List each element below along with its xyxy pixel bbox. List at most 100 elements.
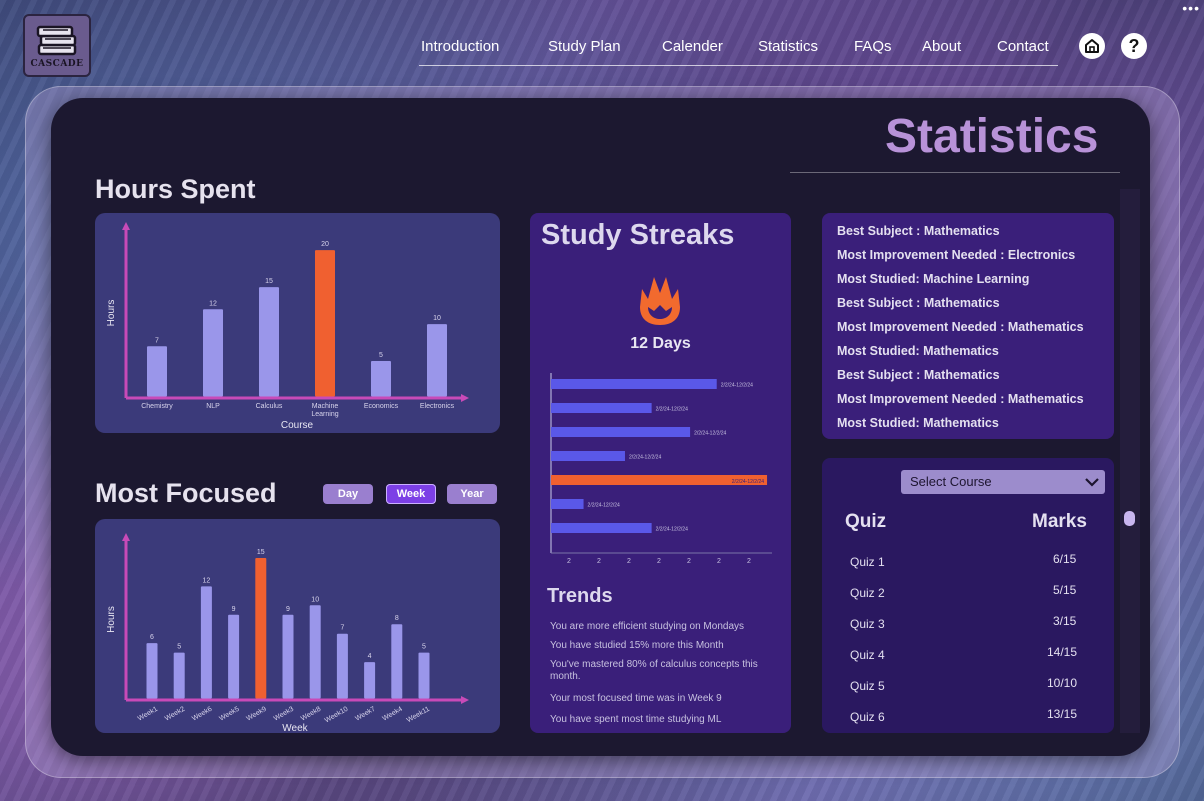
bar: [282, 614, 294, 699]
data-label: 15: [265, 278, 273, 285]
day-button[interactable]: Day: [323, 484, 373, 504]
tick-label: Week7: [354, 706, 376, 723]
data-label: 6: [150, 634, 154, 641]
data-label: 5: [177, 644, 181, 651]
quiz-name: Quiz 1: [850, 555, 885, 569]
tick-label: Calculus: [256, 403, 283, 410]
bar: [551, 499, 584, 509]
nav-about[interactable]: About: [922, 38, 962, 55]
bar: [146, 643, 158, 699]
bar: [173, 652, 185, 699]
bar: [315, 250, 335, 397]
nav-faqs[interactable]: FAQs: [854, 38, 892, 55]
quiz-column-header: Quiz: [845, 511, 887, 532]
nav-calender[interactable]: Calender: [662, 38, 723, 55]
nav-study-plan[interactable]: Study Plan: [548, 38, 621, 55]
home-icon: [1085, 39, 1099, 53]
tick-label: Economics: [364, 403, 399, 410]
data-label: 2/2/24-12/2/24: [588, 503, 620, 509]
bar: [427, 324, 447, 397]
bar: [551, 451, 625, 461]
quiz-name: Quiz 2: [850, 586, 885, 600]
scrollbar-track[interactable]: [1120, 189, 1140, 733]
bar: [391, 624, 403, 699]
help-button[interactable]: ?: [1121, 33, 1147, 59]
course-select-label: Select Course: [910, 474, 992, 489]
nav-contact[interactable]: Contact: [997, 38, 1049, 55]
data-label: 2/2/24-12/2/24: [656, 407, 688, 413]
x-axis-label: Week: [282, 723, 308, 733]
tick-label: Week4: [382, 706, 404, 723]
tick-label: Machine: [312, 403, 339, 410]
hours-spent-chart: Hours Course 7 Chemistry 12 NLP 15 Calculus 20 Ma…: [106, 222, 469, 431]
y-axis-label: Hours: [106, 606, 117, 633]
nav-introduction[interactable]: Introduction: [421, 38, 500, 55]
y-axis-arrow: [122, 222, 130, 230]
course-select[interactable]: Select Course: [901, 470, 1105, 494]
tick-label: 2: [717, 558, 721, 565]
bar: [147, 346, 167, 397]
bar: [309, 605, 321, 699]
study-streaks-title: Study Streaks: [541, 219, 735, 251]
tick-label: Week6: [191, 706, 213, 723]
scrollbar-thumb[interactable]: [1124, 511, 1135, 526]
nav-statistics[interactable]: Statistics: [758, 38, 819, 55]
data-label: 7: [340, 625, 344, 632]
quiz-mark: 3/15: [1053, 614, 1077, 628]
page-title: Statistics: [885, 110, 1099, 163]
more-icon[interactable]: •••: [1182, 0, 1200, 16]
data-label: 2/2/24-12/2/24: [732, 479, 764, 485]
insight-item: Best Subject : Mathematics: [837, 224, 1000, 238]
most-focused-chart: HoursWeek6Week15Week212Week69Week515Week…: [106, 533, 469, 733]
data-label: 5: [422, 644, 426, 651]
marks-column-header: Marks: [1032, 511, 1087, 532]
tick-label: Week9: [246, 706, 268, 723]
tick-label: 2: [597, 558, 601, 565]
tick-label: Electronics: [420, 403, 455, 410]
quiz-card: Select Course Quiz Marks Quiz 1 6/15 Qui…: [822, 458, 1114, 733]
tick-label: 2: [657, 558, 661, 565]
data-label: 10: [433, 315, 441, 322]
data-label: 2/2/24-12/2/24: [694, 431, 726, 437]
streak-chart: 2/2/24-12/2/24 2/2/24-12/2/24 2/2/24-12/2/…: [550, 373, 772, 565]
bar: [203, 309, 223, 397]
logo-text: CASCADE: [30, 58, 84, 69]
tick-label: Week5: [218, 706, 240, 723]
bar: [255, 557, 267, 699]
insight-item: Most Studied: Mathematics: [837, 344, 999, 358]
data-label: 4: [368, 653, 372, 660]
insight-item: Most Studied: Machine Learning: [837, 272, 1030, 286]
tick-label: 2: [687, 558, 691, 565]
tick-label: Week2: [164, 706, 186, 723]
insight-item: Most Studied: Mathematics: [837, 416, 999, 430]
year-button[interactable]: Year: [447, 484, 497, 504]
data-label: 2/2/24-12/2/24: [721, 383, 753, 389]
bar: [418, 652, 430, 699]
quiz-mark: 14/15: [1047, 645, 1078, 659]
trend-item: You have spent most time studying ML: [550, 714, 722, 725]
data-label: 9: [286, 606, 290, 613]
home-button[interactable]: [1079, 33, 1105, 59]
quiz-mark: 13/15: [1047, 707, 1078, 721]
data-label: 2/2/24-12/2/24: [656, 527, 688, 533]
tick-label: Chemistry: [141, 403, 173, 410]
data-label: 12: [203, 577, 211, 584]
data-label: 10: [311, 596, 319, 603]
quiz-name: Quiz 3: [850, 617, 885, 631]
most-focused-chart-card: Hours Week 6 Week1 5 Week2 12 Week6 9 Week5 15 Week…: [95, 519, 500, 733]
week-button[interactable]: Week: [386, 484, 436, 504]
top-nav: Introduction Study Plan Calender Statist…: [419, 36, 1058, 66]
cascade-logo[interactable]: CASCADE: [23, 14, 91, 77]
tick-label: Learning: [311, 411, 338, 418]
x-axis-label: Course: [281, 420, 314, 431]
data-label: 12: [209, 300, 217, 307]
bar: [551, 475, 768, 485]
hours-spent-chart-card: Hours Course 7 Chemistry 12 NLP 15 Calculus 20 Ma…: [95, 213, 500, 433]
data-label: 2/2/24-12/2/24: [629, 455, 661, 461]
streak-days: 12 Days: [630, 335, 691, 352]
hours-spent-title: Hours Spent: [95, 174, 256, 204]
bar: [259, 287, 279, 397]
trend-item: You've mastered 80% of calculus concepts…: [550, 659, 758, 682]
tick-label: Week8: [300, 706, 322, 723]
bar: [551, 403, 652, 413]
